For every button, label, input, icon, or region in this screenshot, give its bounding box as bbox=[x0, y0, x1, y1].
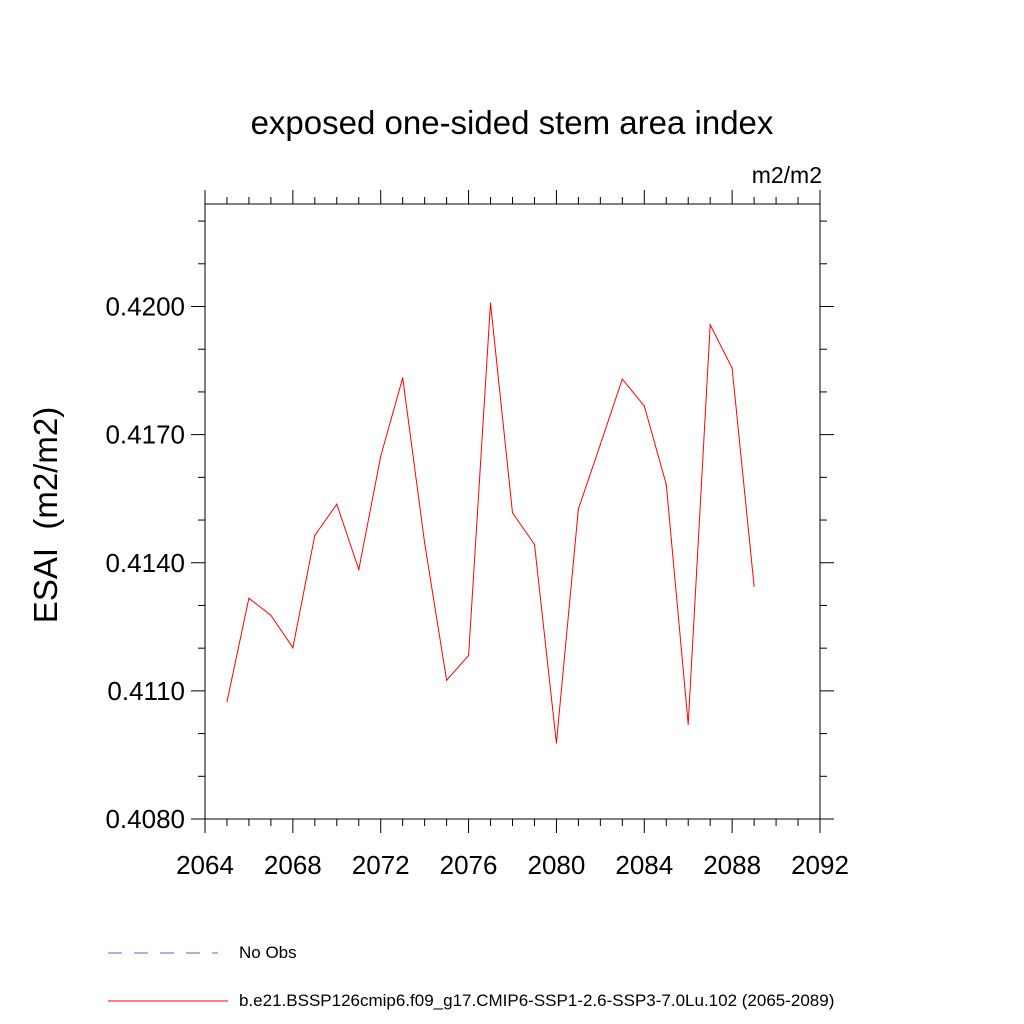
data-point bbox=[665, 483, 667, 486]
data-point bbox=[446, 679, 448, 681]
data-point bbox=[336, 503, 338, 505]
x-tick-label: 2092 bbox=[791, 850, 849, 880]
legend-dash-swatch bbox=[108, 952, 218, 954]
data-point bbox=[402, 377, 404, 379]
data-point bbox=[358, 568, 360, 571]
y-tick-label: 0.4110 bbox=[107, 676, 185, 706]
data-point bbox=[599, 443, 601, 446]
chart-title: exposed one-sided stem area index bbox=[250, 104, 774, 141]
units-label: m2/m2 bbox=[751, 162, 822, 188]
data-point bbox=[621, 378, 623, 380]
y-tick-label: 0.4080 bbox=[105, 804, 185, 834]
data-point bbox=[314, 534, 316, 537]
data-point bbox=[467, 654, 470, 657]
data-point bbox=[424, 542, 426, 544]
legend-line-swatch bbox=[108, 1000, 228, 1002]
data-point bbox=[709, 324, 711, 326]
data-point bbox=[577, 508, 579, 510]
data-point bbox=[292, 647, 294, 649]
data-point bbox=[489, 302, 492, 304]
y-tick-label: 0.4200 bbox=[105, 292, 185, 322]
data-point bbox=[687, 723, 689, 725]
series-line bbox=[226, 303, 755, 744]
x-tick-label: 2084 bbox=[615, 850, 673, 880]
x-tick-label: 2068 bbox=[264, 850, 322, 880]
data-point bbox=[753, 585, 755, 587]
data-point bbox=[533, 543, 536, 545]
data-point bbox=[380, 455, 382, 458]
x-tick-label: 2080 bbox=[528, 850, 586, 880]
data-point bbox=[248, 597, 250, 599]
y-tick-label: 0.4140 bbox=[105, 548, 185, 578]
x-tick-label: 2076 bbox=[440, 850, 498, 880]
data-point bbox=[555, 742, 558, 744]
data-point bbox=[511, 512, 514, 514]
legend-label-model: b.e21.BSSP126cmip6.f09_g17.CMIP6-SSP1-2.… bbox=[239, 991, 835, 1010]
legend-label-obs: No Obs bbox=[239, 943, 297, 962]
x-tick-label: 2088 bbox=[703, 850, 761, 880]
data-point bbox=[731, 367, 733, 369]
data-point bbox=[270, 614, 272, 616]
data-point bbox=[226, 700, 228, 703]
x-tick-label: 2064 bbox=[176, 850, 234, 880]
x-tick-label: 2072 bbox=[352, 850, 410, 880]
y-tick-label: 0.4170 bbox=[105, 420, 185, 450]
data-point bbox=[643, 405, 645, 407]
